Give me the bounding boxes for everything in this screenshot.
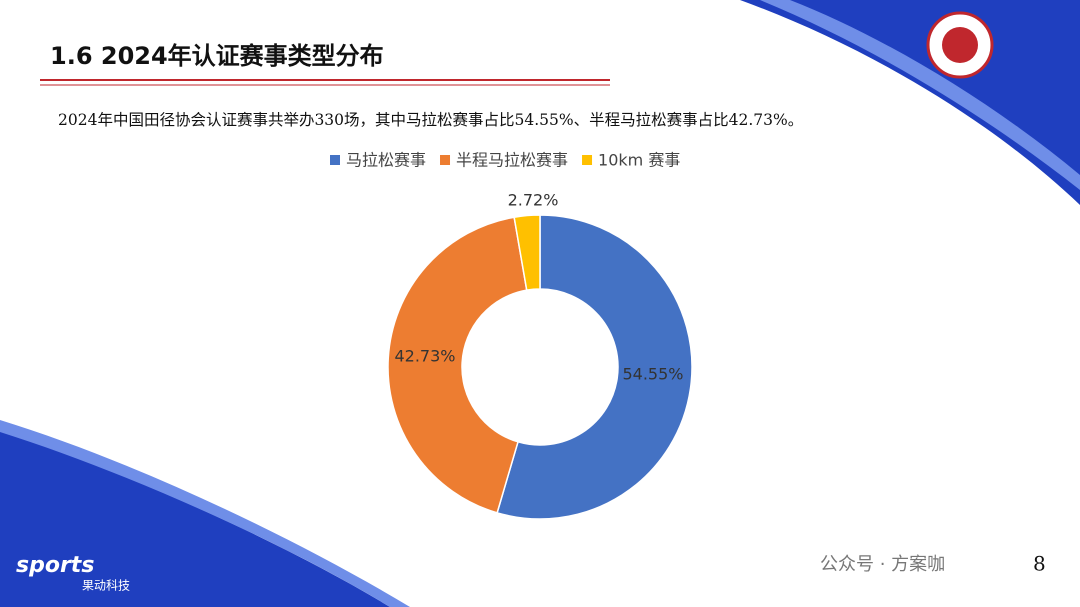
legend-label: 10km 赛事 <box>598 151 680 170</box>
donut-chart: 马拉松赛事 半程马拉松赛事 10km 赛事 54.55% 42.73% 2.72% <box>330 151 693 520</box>
brand-logo: sports <box>16 553 94 578</box>
subtitle: 2024年中国田径协会认证赛事共举办330场，其中马拉松赛事占比54.55%、半… <box>58 110 803 129</box>
slide-title: 1.6 2024年认证赛事类型分布 <box>50 42 384 70</box>
data-label: 2.72% <box>508 191 559 210</box>
corner-swoosh-light <box>0 420 410 607</box>
legend-swatch <box>582 155 593 165</box>
data-label: 42.73% <box>394 347 455 366</box>
corner-swoosh <box>0 430 390 607</box>
brand-subtitle: 果动科技 <box>82 579 130 593</box>
donut-segment <box>496 214 693 520</box>
legend-swatch <box>440 155 451 165</box>
donut-segment <box>387 216 528 514</box>
watermark: 公众号 · 方案咖 <box>820 554 945 575</box>
legend-label: 马拉松赛事 <box>346 151 426 170</box>
corner-swoosh <box>740 0 1080 205</box>
legend-label: 半程马拉松赛事 <box>456 151 568 170</box>
page-number: 8 <box>1033 552 1046 576</box>
data-label: 54.55% <box>622 365 683 384</box>
association-logo-core <box>942 27 978 63</box>
legend-swatch <box>330 155 340 165</box>
donut-segment <box>513 214 541 292</box>
